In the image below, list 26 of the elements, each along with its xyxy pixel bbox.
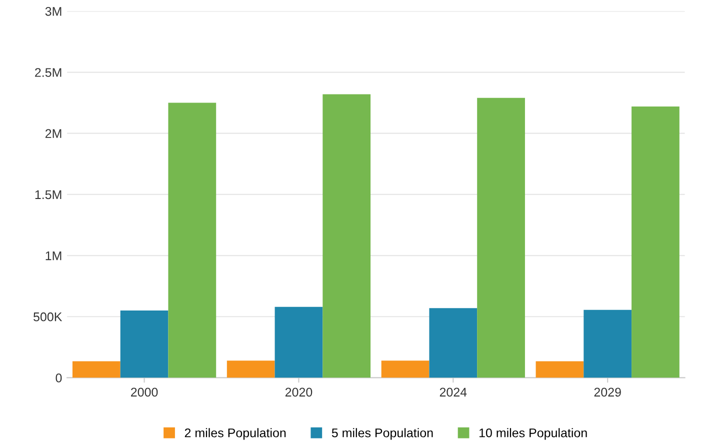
- bar: [429, 308, 478, 378]
- bar: [120, 310, 168, 378]
- legend-label: 10 miles Population: [479, 428, 587, 440]
- bar: [322, 94, 371, 378]
- bar: [168, 102, 216, 378]
- y-tick-label: 2.5M: [35, 68, 62, 77]
- y-tick-label: 1.5M: [35, 190, 62, 200]
- bar: [381, 360, 430, 378]
- y-tick-label: 2M: [45, 129, 62, 138]
- bar: [536, 361, 584, 378]
- legend-label: 5 miles Population: [332, 428, 433, 440]
- legend-label: 2 miles Population: [184, 428, 286, 440]
- bar: [477, 98, 525, 378]
- x-tick-label: 2000: [131, 388, 158, 397]
- y-tick-label: 1M: [46, 251, 62, 260]
- bar: [584, 310, 632, 378]
- y-tick-label: 3M: [45, 6, 62, 16]
- y-tick-label: 500K: [34, 312, 62, 322]
- y-tick-label: 0: [56, 374, 62, 382]
- bar: [274, 306, 323, 378]
- x-tick-label: 2024: [440, 388, 467, 397]
- bar: [72, 361, 120, 378]
- bar: [632, 106, 680, 378]
- bar: [226, 360, 275, 378]
- x-tick-label: 2020: [285, 388, 312, 397]
- x-tick-label: 2029: [594, 388, 621, 397]
